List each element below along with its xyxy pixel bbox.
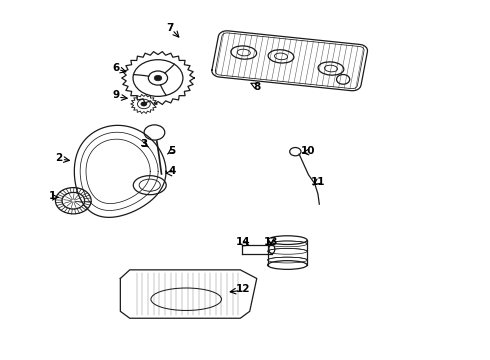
Text: 13: 13 [264,237,278,247]
Text: 1: 1 [49,190,56,201]
Ellipse shape [268,236,307,244]
Text: 3: 3 [140,139,147,149]
Text: 9: 9 [112,90,119,100]
Circle shape [154,75,162,81]
Text: 11: 11 [311,177,325,187]
Text: 14: 14 [235,237,250,247]
Text: 12: 12 [235,284,250,294]
Text: 10: 10 [301,146,316,156]
Text: 8: 8 [253,82,260,92]
Text: 4: 4 [169,166,176,176]
Text: 5: 5 [169,146,176,156]
Text: 7: 7 [166,23,173,33]
Text: 6: 6 [112,63,119,73]
Circle shape [141,102,147,107]
Text: 2: 2 [55,153,63,162]
